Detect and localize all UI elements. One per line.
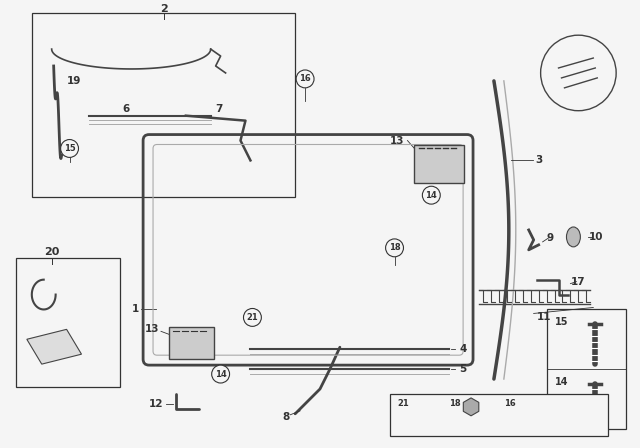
Text: 7: 7 xyxy=(215,104,222,114)
Polygon shape xyxy=(561,414,598,429)
Text: 4: 4 xyxy=(459,344,467,354)
Text: 19: 19 xyxy=(67,76,81,86)
Text: 2: 2 xyxy=(160,4,168,14)
Circle shape xyxy=(385,239,403,257)
Text: 21: 21 xyxy=(246,313,259,322)
Circle shape xyxy=(61,139,79,157)
Polygon shape xyxy=(27,329,81,364)
Ellipse shape xyxy=(566,227,580,247)
Text: 13: 13 xyxy=(145,324,159,334)
Bar xyxy=(169,327,214,359)
Text: 10: 10 xyxy=(589,232,604,242)
Text: 15: 15 xyxy=(64,144,76,153)
Text: 8: 8 xyxy=(283,412,290,422)
Polygon shape xyxy=(463,398,479,416)
Text: 14: 14 xyxy=(554,377,568,387)
Bar xyxy=(16,258,120,387)
Circle shape xyxy=(541,35,616,111)
Text: 18: 18 xyxy=(449,399,461,408)
Text: 20: 20 xyxy=(44,247,60,257)
Bar xyxy=(390,394,608,435)
Text: 17: 17 xyxy=(571,277,586,287)
Ellipse shape xyxy=(518,402,534,410)
Text: 5: 5 xyxy=(459,364,467,374)
Circle shape xyxy=(243,309,261,326)
Text: 12: 12 xyxy=(148,399,163,409)
Text: 9: 9 xyxy=(547,233,554,243)
Bar xyxy=(415,146,464,183)
Text: 16: 16 xyxy=(300,74,311,83)
Ellipse shape xyxy=(408,402,424,410)
Text: 14: 14 xyxy=(426,191,437,200)
Text: 1: 1 xyxy=(132,305,139,314)
Circle shape xyxy=(212,365,230,383)
Circle shape xyxy=(422,186,440,204)
Text: 21: 21 xyxy=(397,399,409,408)
Bar xyxy=(32,13,295,197)
Text: 13: 13 xyxy=(390,136,404,146)
Text: 3: 3 xyxy=(535,155,542,165)
Text: 16: 16 xyxy=(504,399,516,408)
Text: 15: 15 xyxy=(554,318,568,327)
Text: 14: 14 xyxy=(215,370,227,379)
Circle shape xyxy=(296,70,314,88)
Text: 11: 11 xyxy=(536,312,551,323)
Bar xyxy=(547,310,626,429)
Text: 6: 6 xyxy=(123,104,130,114)
Text: 18: 18 xyxy=(388,243,401,252)
